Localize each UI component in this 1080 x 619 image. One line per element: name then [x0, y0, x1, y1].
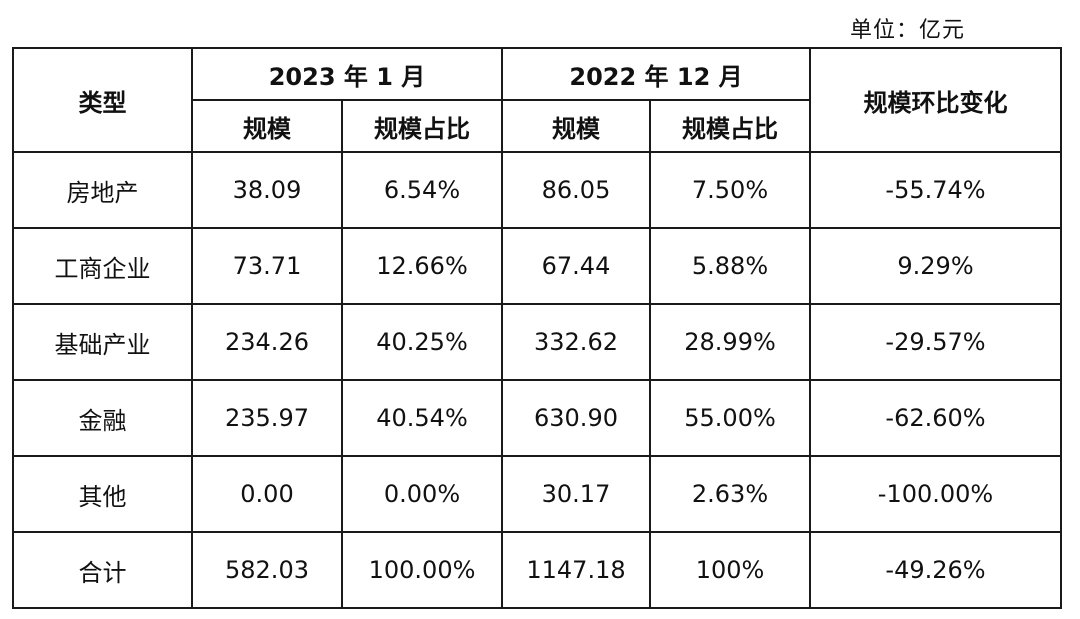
header-period-2023-01: 2023 年 1 月 — [191, 47, 503, 101]
cell-scale-2023-01: 234.26 — [191, 303, 343, 381]
cell-scale-2023-01: 38.09 — [191, 151, 343, 229]
cell-share-2022-12: 2.63% — [648, 455, 812, 533]
table-row: 金融 235.97 40.54% 630.90 55.00% -62.60% — [12, 379, 1063, 457]
subheader-share-1: 规模占比 — [341, 99, 503, 153]
table-row: 基础产业 234.26 40.25% 332.62 28.99% -29.57% — [12, 303, 1063, 381]
cell-scale-2023-01: 0.00 — [191, 455, 343, 533]
subheader-scale-1: 规模 — [191, 99, 343, 153]
cell-share-2023-01: 0.00% — [341, 455, 503, 533]
cell-change: -100.00% — [809, 455, 1063, 533]
cell-change: -62.60% — [809, 379, 1063, 457]
cell-scale-2022-12: 630.90 — [501, 379, 651, 457]
cell-type: 金融 — [12, 379, 193, 457]
table-row: 其他 0.00 0.00% 30.17 2.63% -100.00% — [12, 455, 1063, 533]
cell-share-2023-01: 100.00% — [341, 531, 503, 609]
cell-share-2022-12: 28.99% — [648, 303, 812, 381]
table-row: 房地产 38.09 6.54% 86.05 7.50% -55.74% — [12, 151, 1063, 229]
cell-change: -55.74% — [809, 151, 1063, 229]
header-row: 类型 2023 年 1 月 2022 年 12 月 规模环比变化 — [12, 47, 1063, 153]
cell-type: 其他 — [12, 455, 193, 533]
data-table: 类型 2023 年 1 月 2022 年 12 月 规模环比变化 规模 规模占比… — [12, 47, 1063, 609]
table-row-total: 合计 582.03 100.00% 1147.18 100% -49.26% — [12, 531, 1063, 609]
cell-share-2022-12: 55.00% — [648, 379, 812, 457]
subheader-scale-2: 规模 — [501, 99, 651, 153]
header-type: 类型 — [12, 47, 193, 153]
cell-change: 9.29% — [809, 227, 1063, 305]
cell-change: -49.26% — [809, 531, 1063, 609]
cell-scale-2023-01: 235.97 — [191, 379, 343, 457]
cell-type: 合计 — [12, 531, 193, 609]
cell-share-2022-12: 5.88% — [648, 227, 812, 305]
header-change: 规模环比变化 — [809, 47, 1063, 153]
cell-type: 基础产业 — [12, 303, 193, 381]
cell-type: 房地产 — [12, 151, 193, 229]
header-period-2022-12: 2022 年 12 月 — [500, 47, 812, 101]
cell-scale-2023-01: 73.71 — [191, 227, 343, 305]
cell-change: -29.57% — [809, 303, 1063, 381]
cell-share-2023-01: 40.25% — [341, 303, 503, 381]
cell-scale-2022-12: 30.17 — [501, 455, 651, 533]
cell-share-2023-01: 6.54% — [341, 151, 503, 229]
cell-share-2022-12: 7.50% — [648, 151, 812, 229]
table-row: 工商企业 73.71 12.66% 67.44 5.88% 9.29% — [12, 227, 1063, 305]
cell-scale-2022-12: 86.05 — [501, 151, 651, 229]
cell-type: 工商企业 — [12, 227, 193, 305]
subheader-share-2: 规模占比 — [648, 99, 812, 153]
cell-scale-2022-12: 67.44 — [501, 227, 651, 305]
cell-scale-2022-12: 1147.18 — [501, 531, 651, 609]
unit-label: 单位：亿元 — [850, 18, 966, 43]
cell-share-2023-01: 12.66% — [341, 227, 503, 305]
cell-share-2023-01: 40.54% — [341, 379, 503, 457]
cell-scale-2022-12: 332.62 — [501, 303, 651, 381]
cell-scale-2023-01: 582.03 — [191, 531, 343, 609]
cell-share-2022-12: 100% — [648, 531, 812, 609]
subheader-row: 规模 规模占比 规模 规模占比 — [13, 99, 1061, 153]
